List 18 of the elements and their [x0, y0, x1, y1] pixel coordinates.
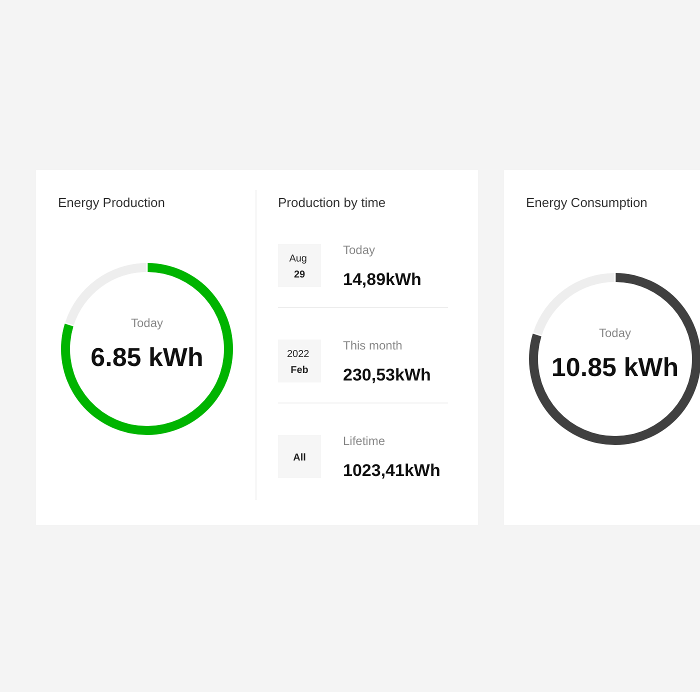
donut-slice — [61, 263, 233, 435]
text: Production by time — [278, 195, 386, 210]
text: Today — [598, 326, 632, 340]
text: Aug 29 — [289, 254, 310, 280]
chart-title: Energy Production — [58, 195, 165, 210]
text: 2022 Feb — [286, 349, 312, 376]
text: This month — [343, 338, 402, 352]
text: 230,53kWh — [343, 366, 431, 384]
text: 14,89kWh — [343, 270, 422, 289]
chart-title: Energy Consumption — [526, 195, 648, 210]
text: Lifetime — [343, 434, 386, 448]
donut-slice — [529, 273, 700, 445]
text: 6.85 kWh — [90, 342, 204, 372]
text: 10.85 kWh — [551, 352, 679, 382]
text: All — [293, 452, 306, 464]
text: 1023,41kWh — [343, 461, 440, 480]
text: Today — [343, 243, 376, 257]
text: Today — [130, 316, 164, 330]
